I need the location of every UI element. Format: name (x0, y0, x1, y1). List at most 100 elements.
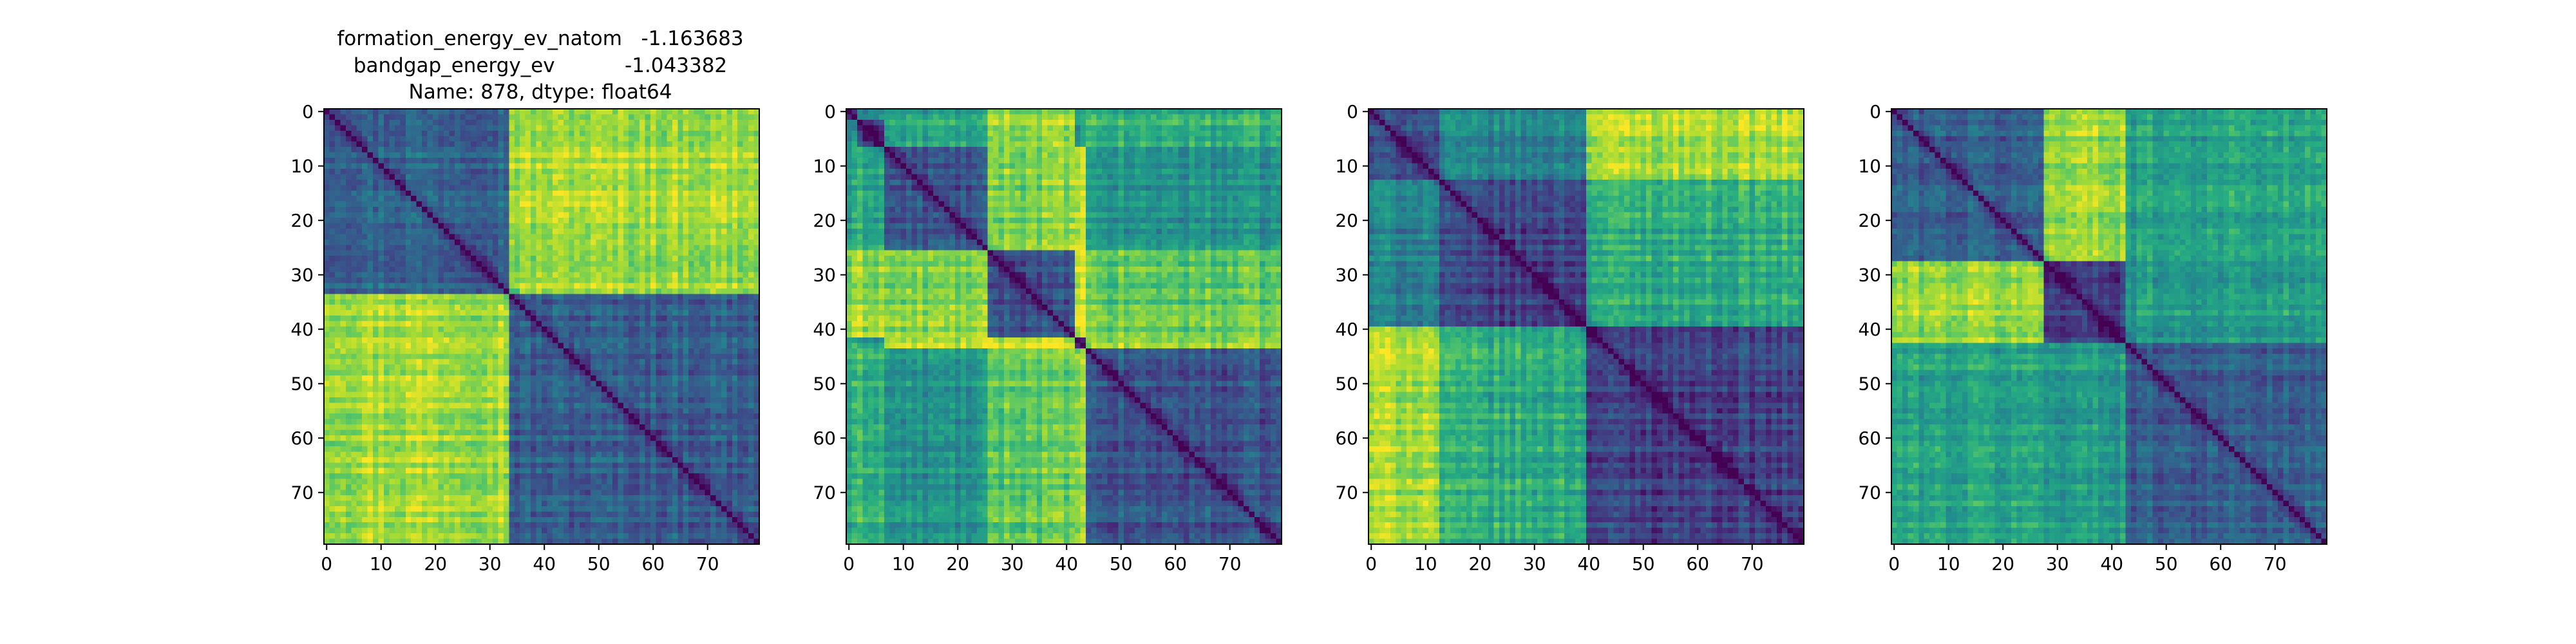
heatmap-cell (601, 130, 607, 137)
heatmap-cell (400, 179, 406, 185)
heatmap-cell (422, 419, 428, 425)
heatmap-cell (580, 147, 586, 153)
heatmap-cell (509, 147, 515, 153)
heatmap-cell (650, 190, 657, 196)
heatmap-cell (340, 223, 346, 229)
heatmap-cell (574, 130, 580, 137)
heatmap-cell (574, 316, 580, 322)
heatmap-cell (688, 168, 695, 175)
heatmap-cell (656, 430, 662, 436)
heatmap-cell (737, 332, 744, 338)
heatmap-cell (509, 337, 515, 343)
heatmap-cell (487, 435, 493, 442)
heatmap-cell (672, 316, 678, 322)
heatmap-cell (509, 245, 515, 251)
heatmap-cell (498, 386, 504, 392)
heatmap-cell (569, 114, 575, 120)
heatmap-cell (454, 381, 460, 387)
heatmap-cell (411, 272, 417, 278)
heatmap-cell (329, 337, 336, 343)
heatmap-cell (389, 419, 395, 425)
heatmap-cell (743, 424, 749, 431)
heatmap-cell (563, 424, 569, 431)
heatmap-cell (650, 424, 657, 431)
heatmap-cell (569, 141, 575, 147)
heatmap-cell (427, 130, 433, 137)
heatmap-cell (737, 354, 744, 360)
heatmap-cell (362, 316, 368, 322)
heatmap-cell (699, 386, 706, 392)
heatmap-cell (683, 321, 689, 327)
heatmap-cell (705, 163, 711, 169)
heatmap-cell (585, 185, 591, 191)
heatmap-cell (688, 299, 695, 305)
heatmap-cell (569, 343, 575, 349)
heatmap-cell (715, 348, 722, 354)
heatmap-cell (340, 256, 346, 262)
heatmap-cell (503, 310, 509, 316)
heatmap-cell (351, 114, 357, 120)
heatmap-cell (520, 179, 526, 185)
heatmap-cell (471, 130, 477, 137)
heatmap-cell (465, 397, 471, 403)
heatmap-cell (732, 218, 738, 224)
heatmap-cell (699, 228, 706, 234)
heatmap-cell (389, 299, 395, 305)
heatmap-cell (514, 245, 520, 251)
heatmap-cell (743, 272, 749, 278)
heatmap-cell (705, 397, 711, 403)
heatmap-cell (367, 196, 374, 202)
heatmap-cell (405, 234, 412, 240)
heatmap-cell (471, 321, 477, 327)
heatmap-cell (367, 234, 374, 240)
heatmap-cell (547, 299, 553, 305)
heatmap-cell (677, 305, 684, 311)
heatmap-cell (629, 125, 635, 131)
heatmap-cell (656, 207, 662, 213)
heatmap-cell (753, 277, 760, 283)
heatmap-cell (383, 424, 390, 431)
heatmap-cell (629, 299, 635, 305)
heatmap-cell (585, 397, 591, 403)
heatmap-cell (520, 174, 526, 180)
heatmap-cell (405, 114, 412, 120)
heatmap-cell (356, 375, 363, 382)
heatmap-cell (400, 392, 406, 398)
heatmap-cell (721, 408, 727, 414)
heatmap-cell (656, 163, 662, 169)
heatmap-cell (482, 277, 488, 283)
heatmap-cell (400, 250, 406, 256)
heatmap-cell (536, 201, 542, 207)
heatmap-cell (356, 272, 363, 278)
heatmap-cell (656, 130, 662, 137)
heatmap-cell (378, 272, 384, 278)
heatmap-cell (503, 223, 509, 229)
heatmap-cell (574, 288, 580, 294)
heatmap-cell (677, 201, 684, 207)
heatmap-cell (748, 327, 755, 333)
heatmap-cell (487, 223, 493, 229)
heatmap-cell (465, 375, 471, 382)
heatmap-cell (498, 392, 504, 398)
heatmap-cell (737, 402, 744, 409)
heatmap-cell (677, 256, 684, 262)
heatmap-cell (476, 168, 482, 175)
heatmap-cell (383, 316, 390, 322)
heatmap-cell (677, 327, 684, 333)
heatmap-cell (574, 196, 580, 202)
heatmap-cell (623, 386, 629, 392)
heatmap-cell (531, 332, 537, 338)
heatmap-cell (558, 288, 564, 294)
heatmap-cell (378, 321, 384, 327)
heatmap-cell (688, 119, 695, 126)
heatmap-cell (552, 397, 558, 403)
heatmap-cell (345, 359, 352, 365)
heatmap-cell (618, 294, 624, 300)
heatmap-cell (362, 435, 368, 442)
heatmap-cell (345, 119, 352, 126)
heatmap-cell (345, 218, 352, 224)
heatmap-cell (645, 168, 651, 175)
heatmap-cell (334, 267, 341, 273)
heatmap-cell (726, 392, 733, 398)
heatmap-cell (694, 348, 700, 354)
